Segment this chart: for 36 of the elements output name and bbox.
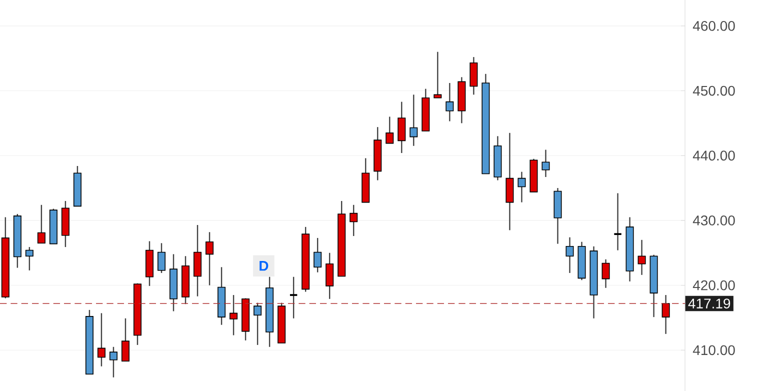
candlestick: [613, 192, 622, 251]
candlestick: [350, 204, 358, 237]
candlestick: [470, 56, 478, 96]
candlestick: [230, 294, 238, 336]
y-tick-label: 460.00: [692, 20, 735, 31]
candlestick: [97, 312, 106, 367]
candlestick: [37, 204, 46, 244]
y-tick-label: 410.00: [692, 345, 735, 356]
candlestick: [121, 318, 130, 362]
candlestick: [542, 149, 550, 178]
candlestick: [566, 236, 574, 274]
candlestick: [662, 294, 670, 335]
candlestick: [638, 239, 646, 276]
candlestick: [194, 224, 202, 297]
candlestick: [326, 252, 334, 300]
y-tick-label: 430.00: [692, 216, 735, 226]
candlestick: [386, 116, 394, 144]
candlestick: [398, 101, 406, 154]
candlestick: [25, 246, 34, 271]
candlestick: [289, 276, 298, 319]
annotation: D: [260, 261, 268, 271]
y-tick-label: 420.00: [692, 280, 735, 290]
candlestick: [506, 132, 514, 231]
ref-line-label: 417.19: [688, 298, 730, 308]
y-tick-label: 450.00: [692, 86, 735, 96]
candlestick: [314, 237, 322, 273]
candlestick: [518, 171, 526, 203]
candlestick: [434, 51, 442, 99]
candlestick: [254, 302, 262, 346]
candlestick: [410, 94, 418, 146]
candlestick: [158, 242, 166, 274]
candlestick: [602, 258, 610, 288]
y-tick-label: 440.00: [692, 150, 735, 161]
candlestick: [109, 346, 118, 378]
candlestick: [206, 232, 214, 286]
candlestick: [446, 82, 454, 122]
